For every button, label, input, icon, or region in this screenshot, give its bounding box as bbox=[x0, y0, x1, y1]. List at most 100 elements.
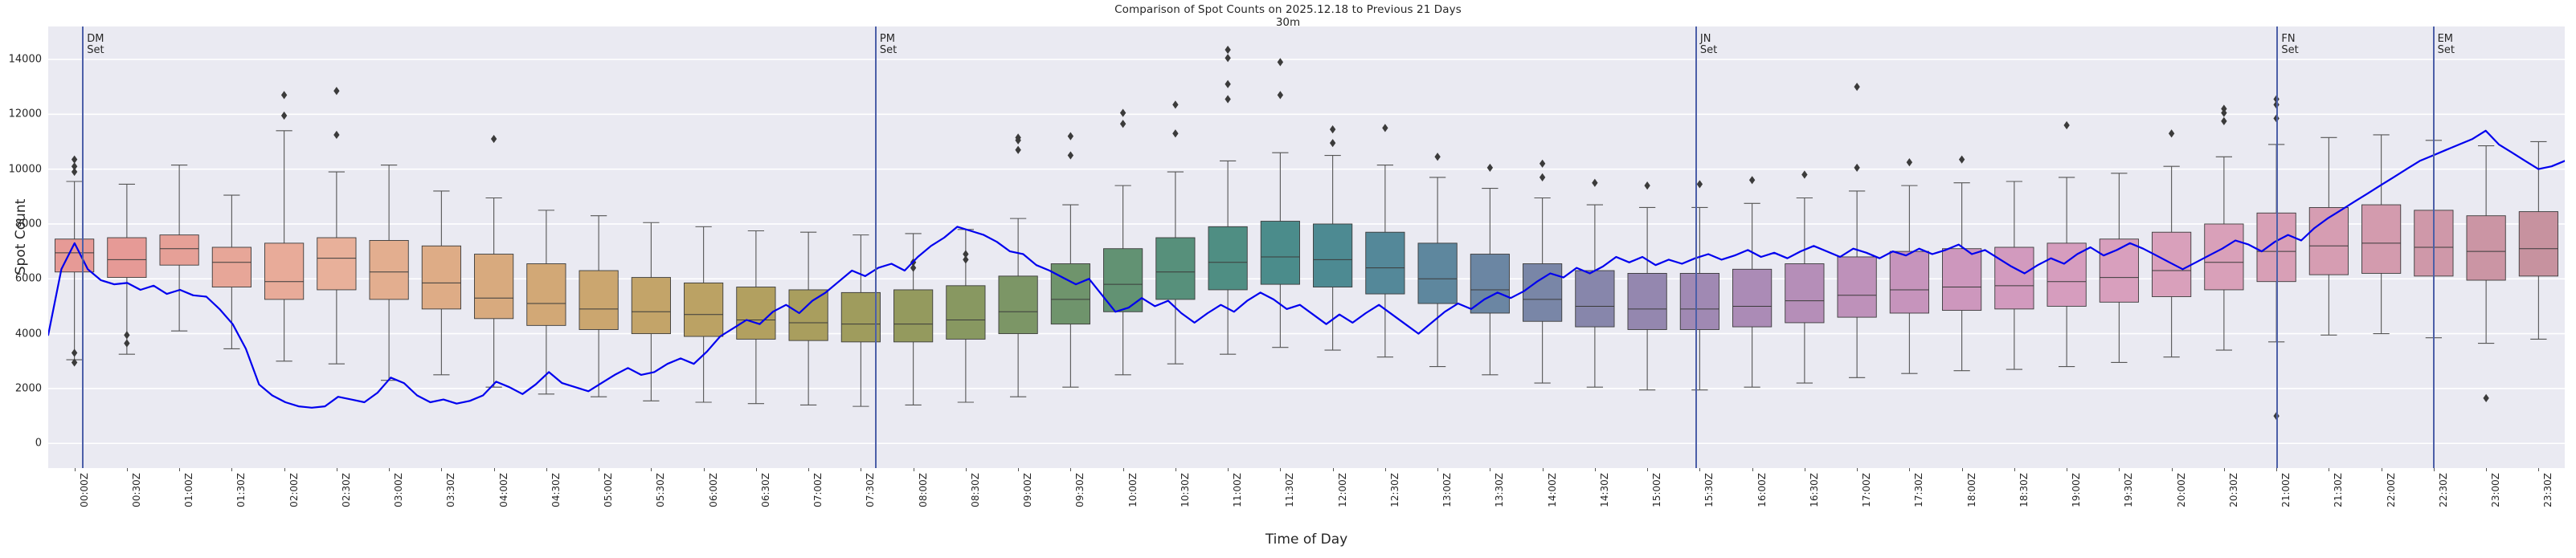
event-label: JN Set bbox=[1699, 33, 1718, 56]
x-tick-label: 16:30Z bbox=[1808, 473, 1820, 507]
outlier-marker bbox=[1015, 145, 1021, 154]
x-tick-label: 08:30Z bbox=[969, 473, 981, 507]
outlier-marker bbox=[1539, 173, 1546, 182]
boxplot-box bbox=[1313, 124, 1353, 351]
boxplot-box bbox=[159, 164, 199, 332]
boxplot-box bbox=[736, 230, 776, 405]
x-tick-mark bbox=[546, 468, 547, 471]
y-tick-label: 6000 bbox=[14, 272, 42, 285]
outlier-marker bbox=[2168, 129, 2175, 138]
boxplot-box bbox=[317, 87, 357, 365]
y-tick-label: 2000 bbox=[14, 382, 42, 395]
outlier-marker bbox=[1067, 132, 1074, 141]
boxplot-box bbox=[264, 91, 305, 362]
x-tick-mark bbox=[2119, 468, 2120, 471]
outlier-marker bbox=[333, 130, 340, 140]
outlier-marker bbox=[1382, 124, 1388, 132]
x-tick-label: 17:30Z bbox=[1913, 473, 1925, 507]
boxplot-box bbox=[840, 234, 881, 407]
event-line bbox=[2276, 26, 2279, 468]
x-tick-mark bbox=[231, 468, 233, 471]
x-tick-mark bbox=[1909, 468, 1911, 471]
x-tick-mark bbox=[179, 468, 181, 471]
x-tick-label: 00:00Z bbox=[78, 473, 90, 507]
outlier-marker bbox=[71, 348, 78, 357]
outlier-marker bbox=[280, 91, 288, 100]
x-tick-mark bbox=[1228, 468, 1229, 471]
x-tick-mark bbox=[1961, 468, 1963, 471]
x-tick-label: 19:00Z bbox=[2071, 473, 2083, 507]
outlier-marker bbox=[124, 339, 130, 348]
boxplot-box bbox=[631, 222, 671, 401]
boxplot-box bbox=[998, 133, 1038, 397]
event-label: EM Set bbox=[2437, 33, 2455, 56]
boxplot-box bbox=[2518, 141, 2558, 340]
outlier-marker bbox=[280, 111, 288, 120]
outlier-marker bbox=[1696, 180, 1703, 189]
outlier-marker bbox=[1854, 163, 1860, 173]
x-tick-mark bbox=[1647, 468, 1649, 471]
x-tick-label: 17:00Z bbox=[1861, 473, 1873, 507]
x-tick-label: 20:00Z bbox=[2175, 473, 2187, 507]
boxplot-box bbox=[55, 155, 95, 367]
x-tick-mark bbox=[2486, 468, 2488, 471]
boxplot-box bbox=[1837, 83, 1877, 378]
x-tick-mark bbox=[1384, 468, 1386, 471]
x-tick-mark bbox=[1857, 468, 1858, 471]
outlier-marker bbox=[1906, 157, 1913, 167]
x-tick-label: 23:30Z bbox=[2542, 473, 2554, 507]
boxplot-box bbox=[2466, 145, 2506, 403]
boxplot-box bbox=[1785, 170, 1825, 384]
outlier-marker bbox=[1225, 45, 1231, 55]
plot-area: DM Set PM Set JN Set FN Set EM Set bbox=[48, 26, 2565, 468]
x-tick-mark bbox=[808, 468, 810, 471]
x-tick-mark bbox=[1542, 468, 1544, 471]
x-tick-mark bbox=[2433, 468, 2435, 471]
event-line bbox=[874, 26, 877, 468]
outlier-marker bbox=[1329, 139, 1336, 148]
boxplot-box bbox=[2308, 136, 2349, 336]
x-tick-label: 12:00Z bbox=[1336, 473, 1348, 507]
boxplot-box bbox=[1470, 163, 1510, 376]
x-tick-mark bbox=[389, 468, 390, 471]
event-label: FN Set bbox=[2281, 33, 2299, 56]
x-tick-label: 11:30Z bbox=[1284, 473, 1296, 507]
x-tick-label: 03:00Z bbox=[393, 473, 405, 507]
x-tick-mark bbox=[1018, 468, 1020, 471]
boxplot-box bbox=[107, 183, 147, 355]
x-tick-label: 06:30Z bbox=[759, 473, 771, 507]
x-tick-label: 18:30Z bbox=[2018, 473, 2030, 507]
outlier-marker bbox=[1958, 155, 1965, 164]
x-tick-mark bbox=[2171, 468, 2173, 471]
outlier-marker bbox=[1854, 83, 1860, 92]
boxplot-box bbox=[1627, 181, 1667, 391]
x-tick-label: 16:00Z bbox=[1756, 473, 1768, 507]
outlier-marker bbox=[1277, 91, 1284, 100]
outlier-marker bbox=[1486, 163, 1494, 173]
x-tick-label: 14:00Z bbox=[1546, 473, 1558, 507]
boxplot-box bbox=[1732, 176, 1773, 388]
x-tick-label: 22:30Z bbox=[2437, 473, 2449, 507]
outlier-marker bbox=[1119, 108, 1126, 117]
outlier-marker bbox=[1172, 129, 1179, 138]
y-tick-label: 8000 bbox=[14, 218, 42, 230]
boxplot-box bbox=[1208, 45, 1248, 355]
boxplot-box bbox=[684, 226, 724, 403]
y-tick-label: 10000 bbox=[8, 163, 42, 176]
x-tick-mark bbox=[1280, 468, 1282, 471]
x-tick-label: 21:30Z bbox=[2333, 473, 2345, 507]
boxplot-box bbox=[1575, 178, 1615, 388]
boxplot-box bbox=[1942, 155, 1982, 372]
x-tick-label: 20:30Z bbox=[2227, 473, 2239, 507]
x-axis-ticks: 00:00Z 00:30Z 01:00Z 01:30Z 02:00Z 02:30Z 03:0… bbox=[48, 468, 2565, 531]
boxplot-box bbox=[1994, 181, 2034, 370]
boxplot-box bbox=[421, 190, 461, 376]
x-tick-mark bbox=[1070, 468, 1072, 471]
today-line-series bbox=[48, 129, 2565, 409]
boxplot-box bbox=[2152, 129, 2192, 358]
outlier-marker bbox=[124, 331, 130, 340]
x-tick-label: 10:30Z bbox=[1179, 473, 1191, 507]
outlier-marker bbox=[333, 87, 340, 96]
boxplot-box bbox=[1417, 153, 1458, 368]
x-tick-mark bbox=[126, 468, 128, 471]
